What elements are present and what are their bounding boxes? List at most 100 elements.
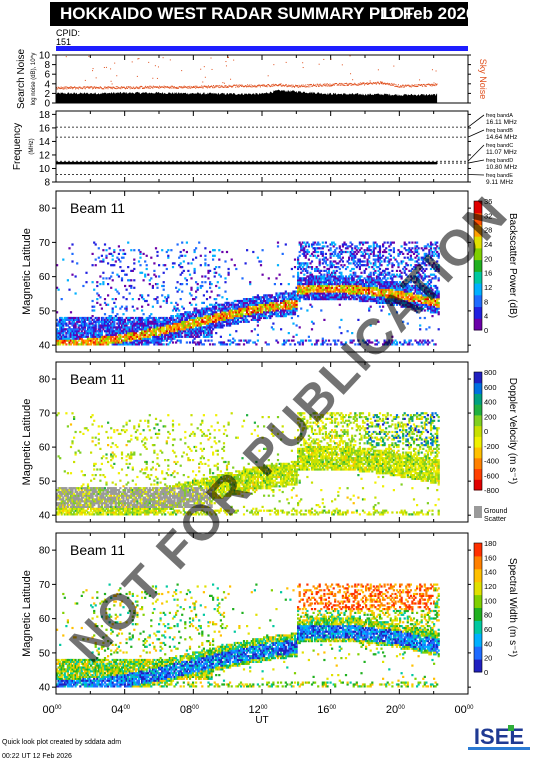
backscatter-power-panel-cell xyxy=(105,249,108,252)
backscatter-power-panel-cell xyxy=(287,299,290,303)
backscatter-power-panel-cell xyxy=(117,245,120,248)
backscatter-power-panel-cell xyxy=(320,290,323,293)
backscatter-power-panel-cell xyxy=(224,311,227,314)
backscatter-power-panel-cell xyxy=(372,277,375,280)
backscatter-power-panel-cell xyxy=(411,286,414,289)
backscatter-power-panel-cell xyxy=(63,320,66,323)
backscatter-power-panel-cell xyxy=(113,341,116,344)
backscatter-power-panel-cell xyxy=(164,332,167,335)
sky-noise-point xyxy=(175,87,177,89)
backscatter-power-panel-cell xyxy=(128,337,131,340)
backscatter-power-panel-cell xyxy=(99,260,102,263)
sky-noise-point xyxy=(280,84,282,86)
backscatter-power-panel-cell xyxy=(411,296,414,299)
backscatter-power-panel-cell xyxy=(165,332,168,335)
backscatter-power-panel-cell xyxy=(71,320,74,323)
backscatter-power-panel-cell xyxy=(414,256,417,259)
backscatter-power-panel-cell xyxy=(406,252,409,255)
backscatter-power-panel-cell xyxy=(414,339,417,342)
backscatter-power-panel-cell xyxy=(94,330,97,333)
backscatter-power-panel-cell xyxy=(360,281,363,284)
backscatter-power-panel-cell xyxy=(175,301,178,304)
backscatter-power-panel-cell xyxy=(357,275,360,278)
backscatter-power-panel-cell xyxy=(269,294,272,297)
backscatter-power-panel-cell xyxy=(227,322,230,325)
backscatter-power-panel-cell xyxy=(97,324,100,327)
backscatter-power-panel-cell xyxy=(249,299,252,303)
backscatter-power-panel-cell xyxy=(417,343,420,346)
backscatter-power-panel-cell xyxy=(324,284,327,288)
backscatter-power-panel-cell xyxy=(344,267,348,271)
sky-noise-point xyxy=(333,83,335,85)
backscatter-power-panel-cell xyxy=(395,273,399,276)
backscatter-power-panel-cell xyxy=(354,288,357,291)
sky-noise-point xyxy=(113,87,115,89)
backscatter-power-panel-cell xyxy=(346,288,349,291)
backscatter-power-panel-cell xyxy=(374,286,377,289)
backscatter-power-panel-cell xyxy=(91,315,94,318)
backscatter-power-panel-cell xyxy=(239,313,243,316)
backscatter-power-panel-cell xyxy=(394,292,397,295)
backscatter-power-panel-cell xyxy=(383,296,386,299)
backscatter-power-panel-cell xyxy=(108,341,111,344)
backscatter-power-panel-cell xyxy=(320,296,323,299)
backscatter-power-panel-cell xyxy=(60,316,63,320)
backscatter-power-panel-cell xyxy=(363,299,366,303)
backscatter-power-panel-cell xyxy=(110,328,113,331)
backscatter-power-panel-cell xyxy=(416,279,419,282)
backscatter-power-panel-cell xyxy=(406,290,409,293)
backscatter-power-panel-cell xyxy=(287,309,290,312)
backscatter-power-panel-cell xyxy=(60,339,63,342)
backscatter-power-panel-cell xyxy=(357,264,360,267)
backscatter-power-panel-cell xyxy=(176,333,179,336)
backscatter-power-panel-cell xyxy=(246,318,249,321)
backscatter-power-panel-cell xyxy=(165,333,168,336)
backscatter-power-panel-cell xyxy=(144,341,147,344)
backscatter-power-panel-cell xyxy=(170,316,173,320)
backscatter-power-panel-cell xyxy=(406,256,409,259)
backscatter-power-panel-cell xyxy=(307,266,310,269)
backscatter-power-panel-cell xyxy=(426,292,429,295)
backscatter-power-panel-cell xyxy=(221,315,224,318)
backscatter-power-panel-cell xyxy=(224,277,227,280)
sky-noise-point xyxy=(197,87,199,89)
sky-noise-point xyxy=(325,83,327,85)
backscatter-power-panel-cell xyxy=(224,309,227,312)
sky-noise-point xyxy=(405,84,407,86)
backscatter-power-panel-cell xyxy=(196,335,199,338)
backscatter-power-panel-cell xyxy=(399,341,402,344)
backscatter-power-panel-cell xyxy=(170,330,173,333)
backscatter-power-panel-cell xyxy=(300,281,303,284)
backscatter-power-panel-cell xyxy=(292,275,295,278)
backscatter-power-panel-cell xyxy=(334,294,337,297)
backscatter-power-panel-cell xyxy=(409,290,412,293)
backscatter-power-panel-cell xyxy=(190,288,193,291)
backscatter-power-panel-cell xyxy=(222,313,226,316)
sky-noise-point xyxy=(309,83,311,85)
backscatter-power-panel-cell xyxy=(238,316,241,320)
backscatter-power-panel-cell xyxy=(378,273,382,276)
backscatter-power-panel-cell xyxy=(212,313,215,316)
backscatter-power-panel-cell xyxy=(315,290,318,293)
backscatter-power-panel-cell xyxy=(329,275,332,278)
sky-noise-point xyxy=(331,85,333,87)
sky-noise-point xyxy=(231,86,233,88)
backscatter-power-panel-cell xyxy=(241,299,244,303)
sky-noise-point xyxy=(274,85,276,87)
backscatter-power-panel-cell xyxy=(249,339,252,342)
backscatter-power-panel-cell xyxy=(196,316,199,320)
backscatter-power-panel-cell xyxy=(403,269,406,272)
backscatter-power-panel-cell xyxy=(388,286,391,289)
backscatter-power-panel-cell xyxy=(199,315,202,318)
backscatter-power-panel-cell xyxy=(422,279,425,282)
backscatter-power-panel-cell xyxy=(99,320,102,323)
backscatter-power-panel-cell xyxy=(408,258,411,261)
backscatter-power-panel-cell xyxy=(408,339,411,342)
backscatter-power-panel-cell xyxy=(161,335,164,338)
backscatter-power-panel-cell xyxy=(114,305,117,308)
backscatter-power-panel-cell xyxy=(256,339,259,342)
backscatter-power-panel-cell xyxy=(117,316,120,320)
backscatter-power-panel-cell xyxy=(416,254,419,257)
backscatter-power-panel-cell xyxy=(142,330,145,333)
backscatter-power-panel-cell xyxy=(161,343,164,346)
